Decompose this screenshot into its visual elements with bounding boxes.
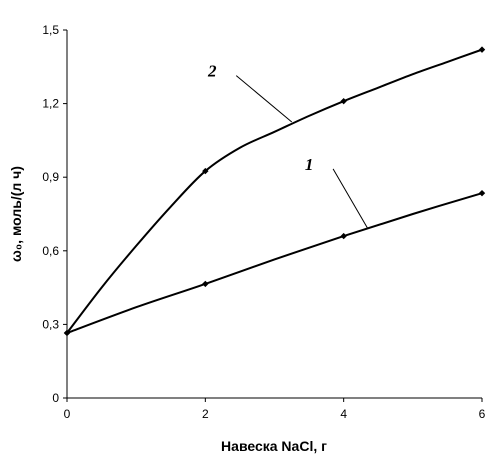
series-1-point [340, 232, 347, 240]
y-tick-label: 1,2 [42, 97, 59, 111]
series-2-line [66, 48, 483, 334]
y-tick-label: 0,9 [42, 170, 59, 184]
series-1-point [202, 280, 209, 288]
y-tick-label: 0,6 [42, 244, 59, 258]
series-2-point [63, 329, 71, 337]
series-2-label: 2 [207, 62, 217, 81]
axes [66, 30, 482, 399]
series-2-leader-line [235, 75, 293, 123]
curve-labels: 12 [207, 62, 369, 229]
x-tick-label: 0 [64, 407, 71, 421]
x-tick-label: 6 [479, 407, 486, 421]
series-2-point [202, 167, 209, 175]
series-1-leader-line [332, 168, 369, 229]
data-points [63, 46, 486, 337]
x-tick-label: 4 [340, 407, 347, 421]
series-1-point [478, 189, 486, 197]
y-tick-label: 0,3 [42, 317, 59, 331]
y-tick-label: 1,5 [42, 23, 59, 37]
x-axis-title: Навеска NaCl, г [221, 438, 327, 454]
series-1-line [66, 192, 483, 334]
y-tick-label: 0 [52, 391, 59, 405]
ticks: 0 0,3 0,6 0,9 1,2 1,5 0 2 4 6 [42, 23, 485, 421]
series-2-point [478, 46, 486, 53]
series-1-label: 1 [305, 155, 314, 174]
series-2-point [340, 97, 347, 105]
x-tick-label: 2 [202, 407, 209, 421]
y-axis-title: ω₀, моль/(л ч) [8, 166, 24, 262]
curves [66, 48, 483, 334]
